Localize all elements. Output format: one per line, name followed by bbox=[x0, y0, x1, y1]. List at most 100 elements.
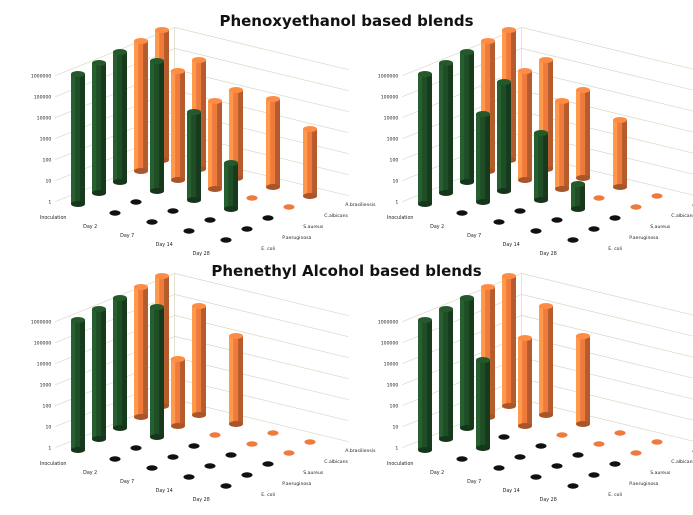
series-label: P.aeruginosa bbox=[282, 235, 311, 241]
category-label: Day 2 bbox=[83, 470, 97, 476]
floor-marker bbox=[567, 483, 579, 489]
gridline bbox=[521, 273, 693, 316]
floor-marker bbox=[593, 195, 605, 201]
floor-marker bbox=[146, 465, 158, 471]
floor-marker bbox=[183, 474, 195, 480]
category-label: Inoculation bbox=[40, 215, 67, 221]
series-label: C.albicans bbox=[671, 459, 693, 465]
y-tick-label: 10000 bbox=[384, 116, 399, 122]
y-tick-label: 10 bbox=[392, 425, 398, 431]
y-tick-label: 100 bbox=[43, 158, 52, 164]
bar bbox=[497, 79, 511, 194]
floor-marker bbox=[630, 204, 642, 210]
floor-marker bbox=[493, 465, 505, 471]
bar bbox=[187, 109, 201, 203]
gridline bbox=[521, 294, 693, 337]
y-tick-label: 100000 bbox=[381, 341, 399, 347]
chart-phenethyl-left: 1 10 100 1000 10000 100000 1000000 Inoculation D… bbox=[31, 273, 376, 503]
floor-marker bbox=[614, 430, 626, 436]
category-label: Day 2 bbox=[430, 224, 444, 230]
floor-marker bbox=[651, 439, 663, 445]
section-title-phenoxyethanol: Phenoxyethanol based blends bbox=[219, 12, 474, 30]
chart-phenoxyethanol-left: 1 10 100 1000 10000 100000 1000000 Inoculation D… bbox=[31, 27, 376, 257]
y-tick-label: 1 bbox=[48, 200, 51, 206]
floor-marker bbox=[588, 226, 600, 232]
bar bbox=[502, 273, 516, 409]
gridline bbox=[174, 48, 349, 92]
floor-marker bbox=[130, 199, 142, 205]
y-tick-label: 1 bbox=[395, 446, 398, 452]
floor-marker bbox=[167, 454, 179, 460]
floor-marker bbox=[183, 228, 195, 234]
bar bbox=[476, 111, 490, 205]
bar bbox=[518, 68, 532, 183]
category-label: Day 7 bbox=[467, 233, 481, 239]
gridline bbox=[521, 27, 693, 70]
series-label: S.aureus bbox=[303, 470, 324, 476]
floor-marker bbox=[567, 237, 579, 243]
x-axis: Inoculation Day 2 Day 7 Day 14 Day 28 bbox=[387, 215, 557, 257]
y-tick-label: 100000 bbox=[381, 95, 399, 101]
series-label: P.aeruginosa bbox=[629, 235, 658, 241]
floor-marker bbox=[262, 461, 274, 467]
floor-marker bbox=[514, 454, 526, 460]
category-label: Day 14 bbox=[156, 488, 173, 494]
series-label: E. coli bbox=[608, 246, 622, 252]
y-axis: 1 10 100 1000 10000 100000 1000000 bbox=[31, 74, 52, 206]
floor-marker bbox=[209, 432, 221, 438]
floor-marker bbox=[530, 474, 542, 480]
chart-phenoxyethanol-right: 1 10 100 1000 10000 100000 1000000 Inoculation D… bbox=[378, 27, 693, 257]
bar bbox=[171, 356, 185, 429]
floor-marker bbox=[262, 215, 274, 221]
bars bbox=[71, 27, 317, 243]
floor-marker bbox=[609, 215, 621, 221]
floor-marker bbox=[493, 219, 505, 225]
category-label: Inoculation bbox=[387, 461, 414, 467]
y-axis: 1 10 100 1000 10000 100000 1000000 bbox=[31, 320, 52, 452]
y-tick-label: 10000 bbox=[37, 362, 52, 368]
category-label: Day 14 bbox=[503, 242, 520, 248]
x-axis: Inoculation Day 2 Day 7 Day 14 Day 28 bbox=[40, 461, 210, 503]
bar bbox=[171, 68, 185, 183]
bar bbox=[439, 306, 453, 442]
y-tick-label: 100 bbox=[390, 158, 399, 164]
bar bbox=[534, 130, 548, 203]
category-label: Day 28 bbox=[540, 251, 557, 257]
y-tick-label: 100 bbox=[43, 404, 52, 410]
series-label: E. coli bbox=[608, 492, 622, 498]
series-label: A.brasiliensis bbox=[345, 448, 376, 454]
floor-marker bbox=[146, 219, 158, 225]
chart-phenethyl-right: 1 10 100 1000 10000 100000 1000000 Inoculation D… bbox=[378, 273, 693, 503]
bar bbox=[460, 295, 474, 431]
bar bbox=[460, 49, 474, 185]
floor-marker bbox=[514, 208, 526, 214]
bars bbox=[418, 273, 663, 489]
bar bbox=[113, 295, 127, 431]
floor-marker bbox=[109, 210, 121, 216]
floor-marker bbox=[241, 226, 253, 232]
bar bbox=[92, 306, 106, 442]
category-label: Inoculation bbox=[40, 461, 67, 467]
floor-marker bbox=[572, 452, 584, 458]
floor-marker bbox=[609, 461, 621, 467]
floor-marker bbox=[241, 472, 253, 478]
bar bbox=[71, 317, 85, 453]
bar bbox=[229, 333, 243, 427]
floor-marker bbox=[283, 204, 295, 210]
bar bbox=[418, 317, 432, 453]
bar bbox=[134, 38, 148, 174]
category-label: Day 2 bbox=[430, 470, 444, 476]
series-label: S.aureus bbox=[303, 224, 324, 230]
gridline bbox=[521, 48, 693, 91]
series-label: A.brasiliensis bbox=[345, 202, 376, 208]
floor-marker bbox=[498, 434, 510, 440]
bar bbox=[224, 160, 238, 212]
floor-marker bbox=[220, 483, 232, 489]
series-label: C.albicans bbox=[671, 213, 693, 219]
floor-marker bbox=[304, 439, 316, 445]
bar bbox=[518, 335, 532, 429]
category-label: Day 7 bbox=[120, 479, 134, 485]
y-tick-label: 1000 bbox=[40, 137, 52, 143]
x-axis: Inoculation Day 2 Day 7 Day 14 Day 28 bbox=[387, 461, 557, 503]
bar bbox=[576, 87, 590, 181]
